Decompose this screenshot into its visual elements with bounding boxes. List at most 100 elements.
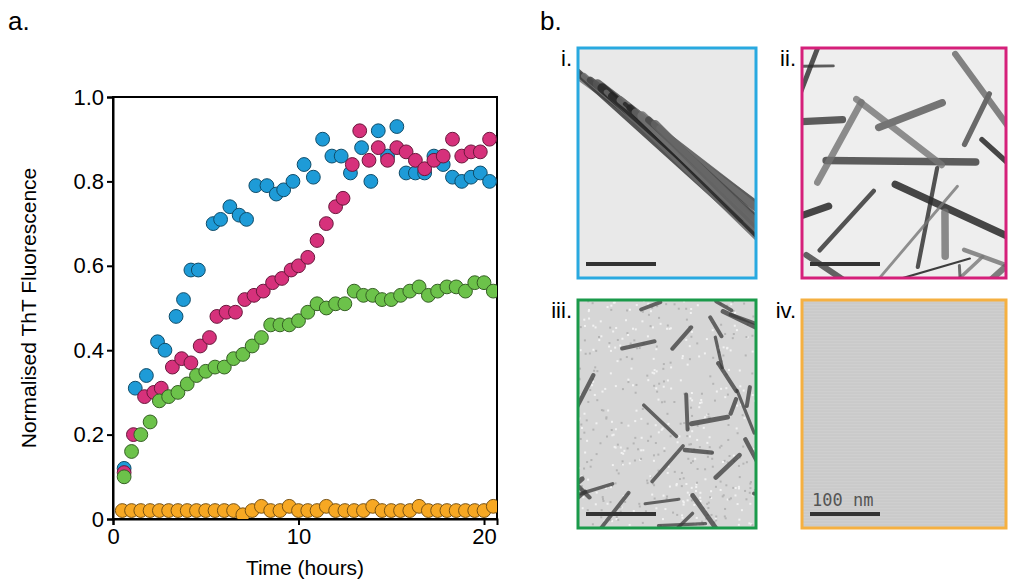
grain: [639, 505, 641, 507]
grain: [646, 375, 648, 377]
grain: [715, 519, 717, 521]
scan-line: [802, 324, 1006, 325]
scan-line: [802, 522, 1006, 523]
grain: [663, 386, 665, 388]
grain: [691, 499, 693, 501]
grain: [714, 400, 716, 402]
fibril: [686, 394, 687, 429]
grain: [750, 481, 752, 483]
micrograph: [578, 48, 756, 278]
grain: [625, 319, 627, 321]
micrograph: [802, 48, 1006, 278]
scan-line: [802, 342, 1006, 343]
grain: [598, 339, 600, 341]
grain: [709, 496, 711, 498]
grain: [704, 352, 706, 354]
scan-line: [802, 399, 1006, 400]
grain: [736, 329, 738, 331]
grain: [639, 347, 641, 349]
y-axis: 00.20.40.60.81.0: [73, 85, 113, 532]
grain: [613, 434, 615, 436]
fibril: [630, 108, 756, 271]
grain: [719, 446, 721, 448]
grain: [687, 492, 689, 494]
y-axis-title: Normalised ThT Fluorescence: [17, 168, 40, 449]
fibril: [802, 64, 833, 68]
grain: [686, 319, 688, 321]
scan-line: [802, 369, 1006, 370]
grain: [725, 484, 727, 486]
grain: [704, 478, 706, 480]
grain: [591, 384, 593, 386]
scan-line: [802, 390, 1006, 391]
grain: [585, 353, 587, 355]
fibril: [685, 450, 712, 453]
grain: [611, 429, 613, 431]
grain: [752, 351, 754, 353]
scale-bar: [586, 512, 656, 516]
scan-line: [802, 420, 1006, 421]
grain: [650, 436, 652, 438]
grain: [636, 304, 638, 306]
scan-line: [802, 333, 1006, 334]
grain: [673, 401, 675, 403]
grain: [703, 427, 705, 429]
grain: [645, 510, 647, 512]
grain: [654, 369, 656, 371]
grain: [596, 453, 598, 455]
y-tick: 0.2: [73, 422, 113, 447]
grain: [595, 350, 597, 352]
data-point: [355, 141, 369, 155]
grain: [730, 349, 732, 351]
data-point: [158, 343, 172, 357]
y-tick: 0.6: [73, 253, 113, 278]
data-point: [486, 284, 497, 298]
grain: [588, 309, 590, 311]
grain: [710, 490, 712, 492]
data-point: [254, 331, 268, 345]
fibril: [644, 405, 677, 436]
grain: [602, 496, 604, 498]
scan-line: [802, 453, 1006, 454]
fibril: [652, 446, 683, 482]
grain: [744, 490, 746, 492]
data-point: [362, 153, 376, 167]
grain: [596, 399, 598, 401]
data-point: [381, 153, 395, 167]
grain: [720, 388, 722, 390]
grain: [609, 327, 611, 329]
grain: [662, 518, 664, 520]
grain: [690, 336, 692, 338]
grain: [656, 391, 658, 393]
grain: [593, 370, 595, 372]
fibril: [710, 317, 721, 336]
grain: [655, 348, 657, 350]
data-point: [371, 124, 385, 138]
grain: [709, 446, 711, 448]
grain: [707, 507, 709, 509]
fibril: [817, 102, 861, 182]
grain: [611, 421, 613, 423]
grain: [580, 424, 582, 426]
grain: [618, 472, 620, 474]
grain: [616, 469, 618, 471]
scan-line: [802, 366, 1006, 367]
micrograph: [802, 300, 1006, 528]
grain: [670, 362, 672, 364]
y-tick-label: 0.4: [73, 338, 104, 363]
grain: [745, 354, 747, 356]
fibril: [599, 493, 628, 528]
data-point: [125, 445, 139, 459]
y-tick-label: 1.0: [73, 85, 104, 110]
grain: [617, 339, 619, 341]
y-tick-mark: [107, 519, 113, 521]
fibril: [612, 96, 756, 246]
fibril: [581, 484, 613, 494]
scan-line: [802, 384, 1006, 385]
data-point: [177, 293, 191, 307]
grain: [680, 423, 682, 425]
grain: [743, 417, 745, 419]
grain: [588, 318, 590, 320]
y-tick-mark: [107, 181, 113, 183]
grain: [615, 385, 617, 387]
